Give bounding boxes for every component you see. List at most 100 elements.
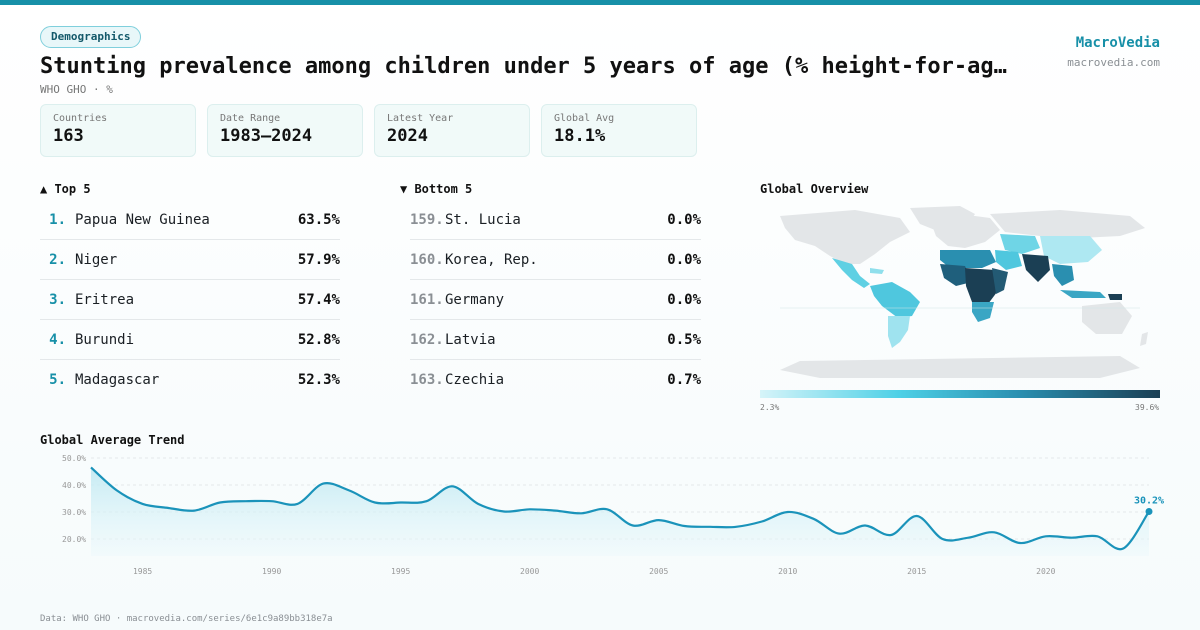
country-name: Niger <box>75 251 118 268</box>
rank-number: 5. <box>49 372 66 388</box>
trend-point[interactable] <box>1095 534 1099 538</box>
trend-point[interactable] <box>786 510 790 514</box>
bottom5-row[interactable]: 163. Czechia 0.7% <box>410 360 701 400</box>
trend-point[interactable] <box>425 499 429 503</box>
trend-point[interactable] <box>192 509 196 513</box>
trend-point[interactable] <box>244 499 248 503</box>
west-africa-region <box>940 264 972 286</box>
bottom5-list: 159. St. Lucia 0.0% 160. Korea, Rep. 0.0… <box>410 200 701 400</box>
trend-point[interactable] <box>1121 547 1125 551</box>
world-choropleth-map[interactable] <box>760 206 1160 381</box>
trend-point[interactable] <box>554 509 558 513</box>
top5-row[interactable]: 2. Niger 57.9% <box>40 240 340 280</box>
north-asia-region <box>990 210 1145 238</box>
trend-point[interactable] <box>166 506 170 510</box>
trend-point[interactable] <box>450 484 454 488</box>
page-subtitle: WHO GHO · % <box>40 83 113 96</box>
bottom5-row[interactable]: 161. Germany 0.0% <box>410 280 701 320</box>
bottom5-row[interactable]: 160. Korea, Rep. 0.0% <box>410 240 701 280</box>
top5-row[interactable]: 4. Burundi 52.8% <box>40 320 340 360</box>
trend-point[interactable] <box>708 525 712 529</box>
east-africa-region <box>992 268 1008 294</box>
central-asia-region <box>1000 234 1040 254</box>
rank-number: 162. <box>410 331 444 348</box>
country-name: Eritrea <box>75 291 135 308</box>
trend-point[interactable] <box>579 511 583 515</box>
rank-number: 159. <box>410 211 444 228</box>
y-tick-label: 50.0% <box>62 454 86 463</box>
trend-point[interactable] <box>1044 534 1048 538</box>
trend-point[interactable] <box>347 488 351 492</box>
south-america-south <box>888 316 910 348</box>
trend-point[interactable] <box>812 517 816 521</box>
antarctica-region <box>780 356 1140 378</box>
trend-point[interactable] <box>373 501 377 505</box>
stat-value: 18.1% <box>554 126 606 146</box>
y-tick-label: 40.0% <box>62 481 86 490</box>
trend-point[interactable] <box>889 533 893 537</box>
trend-point[interactable] <box>1070 536 1074 540</box>
stat-label: Date Range <box>220 113 281 124</box>
x-tick-label: 1990 <box>262 567 281 576</box>
trend-point[interactable] <box>683 524 687 528</box>
top5-row[interactable]: 1. Papua New Guinea 63.5% <box>40 200 340 240</box>
page-title: Stunting prevalence among children under… <box>40 54 1007 79</box>
trend-point[interactable] <box>218 501 222 505</box>
end-value-label: 30.2% <box>1134 495 1164 506</box>
north-africa-region <box>940 250 996 268</box>
trend-point[interactable] <box>605 507 609 511</box>
trend-point[interactable] <box>89 465 93 469</box>
trend-point[interactable] <box>966 536 970 540</box>
trend-point[interactable] <box>295 502 299 506</box>
x-tick-label: 2020 <box>1036 567 1055 576</box>
legend-max-label: 39.6% <box>1135 403 1160 412</box>
trend-point[interactable] <box>476 502 480 506</box>
bottom5-row[interactable]: 162. Latvia 0.5% <box>410 320 701 360</box>
trend-point[interactable] <box>837 532 841 536</box>
country-value: 63.5% <box>297 211 340 228</box>
country-value: 57.4% <box>297 291 340 308</box>
country-name: Korea, Rep. <box>445 251 538 268</box>
country-name: Papua New Guinea <box>75 211 210 228</box>
trend-line <box>90 466 1150 551</box>
stat-label: Latest Year <box>387 113 454 124</box>
trend-point[interactable] <box>992 530 996 534</box>
trend-point[interactable] <box>115 488 119 492</box>
new-zealand-region <box>1140 332 1148 346</box>
trend-point[interactable] <box>863 524 867 528</box>
brand-name[interactable]: MacroVedia <box>1075 35 1160 51</box>
trend-point[interactable] <box>631 524 635 528</box>
trend-point[interactable] <box>399 501 403 505</box>
rank-number: 4. <box>49 331 66 348</box>
trend-point[interactable] <box>1145 508 1153 515</box>
australia-region <box>1082 302 1132 334</box>
stat-card-global-avg: Global Avg 18.1% <box>541 104 697 157</box>
top5-row[interactable]: 5. Madagascar 52.3% <box>40 360 340 400</box>
x-tick-label: 2015 <box>907 567 926 576</box>
middle-east-region <box>995 250 1022 270</box>
south-asia-region <box>1022 254 1050 282</box>
brand-url[interactable]: macrovedia.com <box>1067 56 1160 69</box>
trend-point[interactable] <box>941 537 945 541</box>
top5-row[interactable]: 3. Eritrea 57.4% <box>40 280 340 320</box>
trend-point[interactable] <box>528 507 532 511</box>
category-badge[interactable]: Demographics <box>40 26 142 48</box>
trend-line-chart[interactable]: 20.0% 30.0% 40.0% 50.0% 1985 1990 1995 2000 2005… <box>0 450 1200 580</box>
trend-point[interactable] <box>657 518 661 522</box>
trend-point[interactable] <box>270 499 274 503</box>
trend-point[interactable] <box>502 510 506 514</box>
x-tick-label: 2010 <box>778 567 797 576</box>
trend-point[interactable] <box>760 520 764 524</box>
trend-area-fill <box>91 467 1149 556</box>
bottom5-row[interactable]: 159. St. Lucia 0.0% <box>410 200 701 240</box>
trend-point[interactable] <box>321 482 325 486</box>
trend-point[interactable] <box>1018 541 1022 545</box>
trend-point[interactable] <box>734 525 738 529</box>
trend-point[interactable] <box>141 502 145 506</box>
rank-number: 3. <box>49 291 66 308</box>
trend-point[interactable] <box>915 514 919 518</box>
country-value: 0.0% <box>667 211 701 228</box>
rank-number: 163. <box>410 372 444 388</box>
stat-label: Global Avg <box>554 113 615 124</box>
bottom5-heading: ▼ Bottom 5 <box>400 182 473 196</box>
